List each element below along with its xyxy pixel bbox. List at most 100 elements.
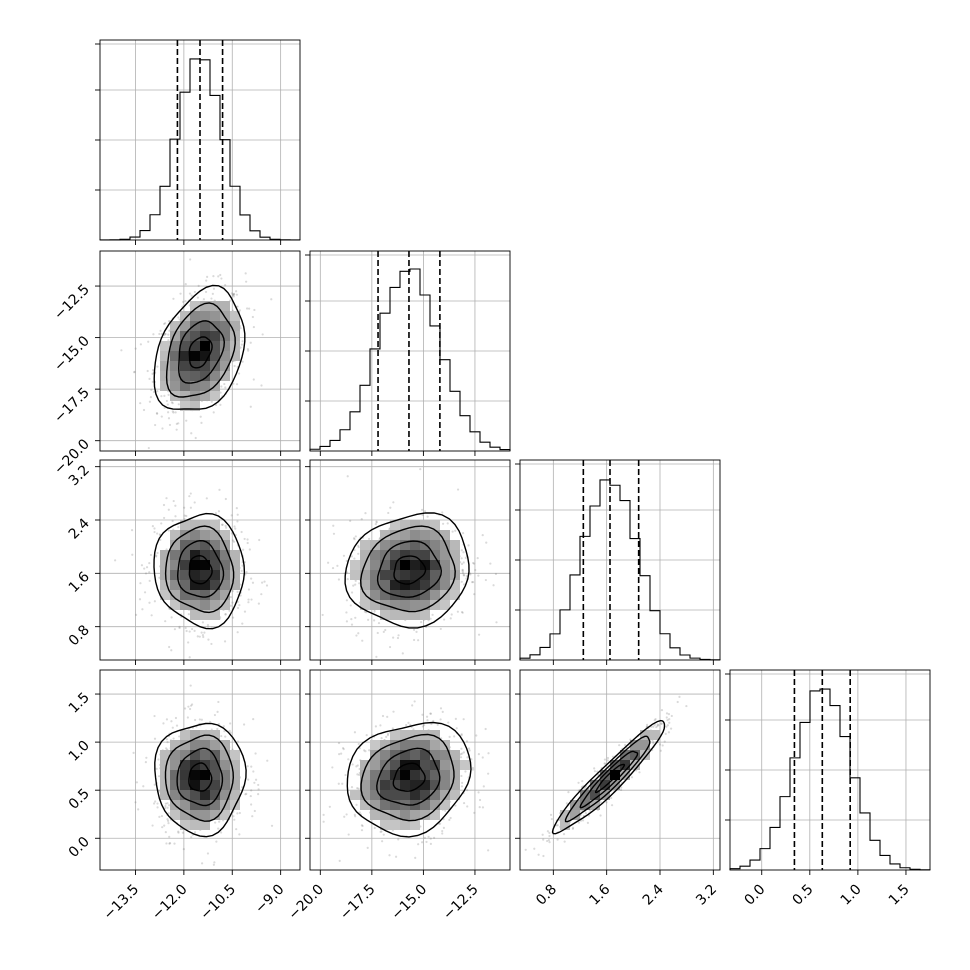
scatter-point	[413, 700, 416, 703]
scatter-point	[472, 562, 476, 565]
scatter-point	[407, 721, 410, 724]
scatter-point	[556, 824, 559, 827]
scatter-point	[164, 620, 167, 623]
scatter-point	[332, 524, 335, 527]
scatter-point	[219, 273, 222, 277]
density-cell	[160, 371, 170, 381]
scatter-point	[603, 762, 606, 765]
scatter-point	[427, 835, 430, 838]
density-cell	[200, 311, 210, 321]
scatter-point	[471, 581, 474, 584]
density-cell	[180, 810, 190, 820]
density-cell	[640, 730, 650, 740]
scatter-point	[350, 591, 354, 594]
density-cell	[170, 381, 180, 391]
density-cell	[410, 610, 420, 620]
scatter-point	[235, 507, 238, 510]
density-cell	[370, 790, 380, 800]
scatter-point	[247, 349, 250, 352]
density-cell	[170, 590, 180, 600]
scatter-point	[586, 821, 590, 824]
density-cell	[440, 770, 450, 780]
density-cell	[230, 311, 240, 321]
density-cell	[450, 770, 460, 780]
scatter-point	[168, 645, 171, 649]
scatter-point	[221, 523, 224, 526]
scatter-point	[236, 513, 239, 516]
scatter-point	[160, 395, 163, 398]
x-tick-label: 1.5	[886, 882, 913, 909]
density-cell	[210, 730, 220, 740]
scatter-point	[236, 812, 239, 815]
scatter-point	[460, 610, 464, 614]
scatter-point	[382, 833, 385, 836]
contour-level-1	[579, 750, 639, 809]
scatter-point	[425, 840, 428, 844]
density-cell	[450, 580, 460, 590]
density-cell	[410, 770, 420, 780]
contour-level-2	[360, 733, 455, 822]
density-cell	[200, 570, 210, 580]
density-cell	[190, 321, 200, 331]
scatter-point	[241, 360, 244, 363]
scatter-point	[355, 765, 358, 768]
scatter-point	[655, 725, 658, 729]
scatter-point	[442, 826, 445, 829]
scatter-point	[248, 307, 251, 310]
scatter-point	[417, 843, 420, 846]
scatter-point	[384, 628, 387, 632]
scatter-point	[356, 786, 359, 790]
contours	[551, 719, 666, 835]
scatter-point	[454, 529, 457, 532]
density-cell	[180, 351, 190, 361]
density-cell	[430, 730, 440, 740]
density-cell	[190, 520, 200, 530]
density-cell	[230, 351, 240, 361]
density-cell	[170, 790, 180, 800]
density-cell	[400, 600, 410, 610]
scatter-point	[456, 488, 460, 491]
density-cell	[190, 560, 200, 570]
density-cell	[180, 750, 190, 760]
density-cell	[390, 530, 400, 540]
scatter-point	[174, 504, 177, 507]
scatter-point	[120, 349, 123, 352]
scatter-point	[144, 761, 147, 764]
contour-level-2	[164, 525, 235, 614]
scatter-point	[244, 272, 247, 275]
contour-level-0	[188, 554, 213, 585]
scatter-point	[220, 734, 223, 738]
scatter-point	[254, 778, 258, 781]
density-cell	[180, 371, 190, 381]
scatter-point	[200, 421, 203, 424]
scatter-point	[177, 403, 180, 406]
scatter-point	[354, 815, 357, 818]
scatter-point	[489, 562, 492, 565]
x-tick-label: 1.0	[838, 882, 865, 909]
scatter-point	[150, 388, 153, 392]
scatter-point	[151, 824, 154, 827]
scatter-point	[676, 700, 679, 704]
scatter-point	[439, 718, 442, 721]
scatter-point	[233, 525, 236, 528]
scatter-point	[189, 492, 192, 495]
density-cell	[380, 750, 390, 760]
scatter-point	[549, 813, 553, 816]
scatter-point	[238, 604, 241, 607]
density-cell	[200, 530, 210, 540]
scatter-point	[481, 533, 484, 537]
scatter-point	[152, 333, 155, 336]
contour-level-0	[188, 336, 213, 369]
scatter-point	[660, 709, 664, 712]
scatter-point	[190, 432, 193, 435]
density-cell	[380, 800, 390, 810]
scatter-point	[183, 506, 186, 509]
scatter-point	[599, 814, 602, 817]
scatter-point	[467, 747, 471, 750]
scatter-point	[139, 402, 142, 405]
scatter-point	[206, 626, 210, 629]
scatter-point	[258, 538, 261, 542]
density-cell	[210, 540, 220, 550]
density-cell	[370, 580, 380, 590]
scatter-point	[465, 577, 468, 580]
